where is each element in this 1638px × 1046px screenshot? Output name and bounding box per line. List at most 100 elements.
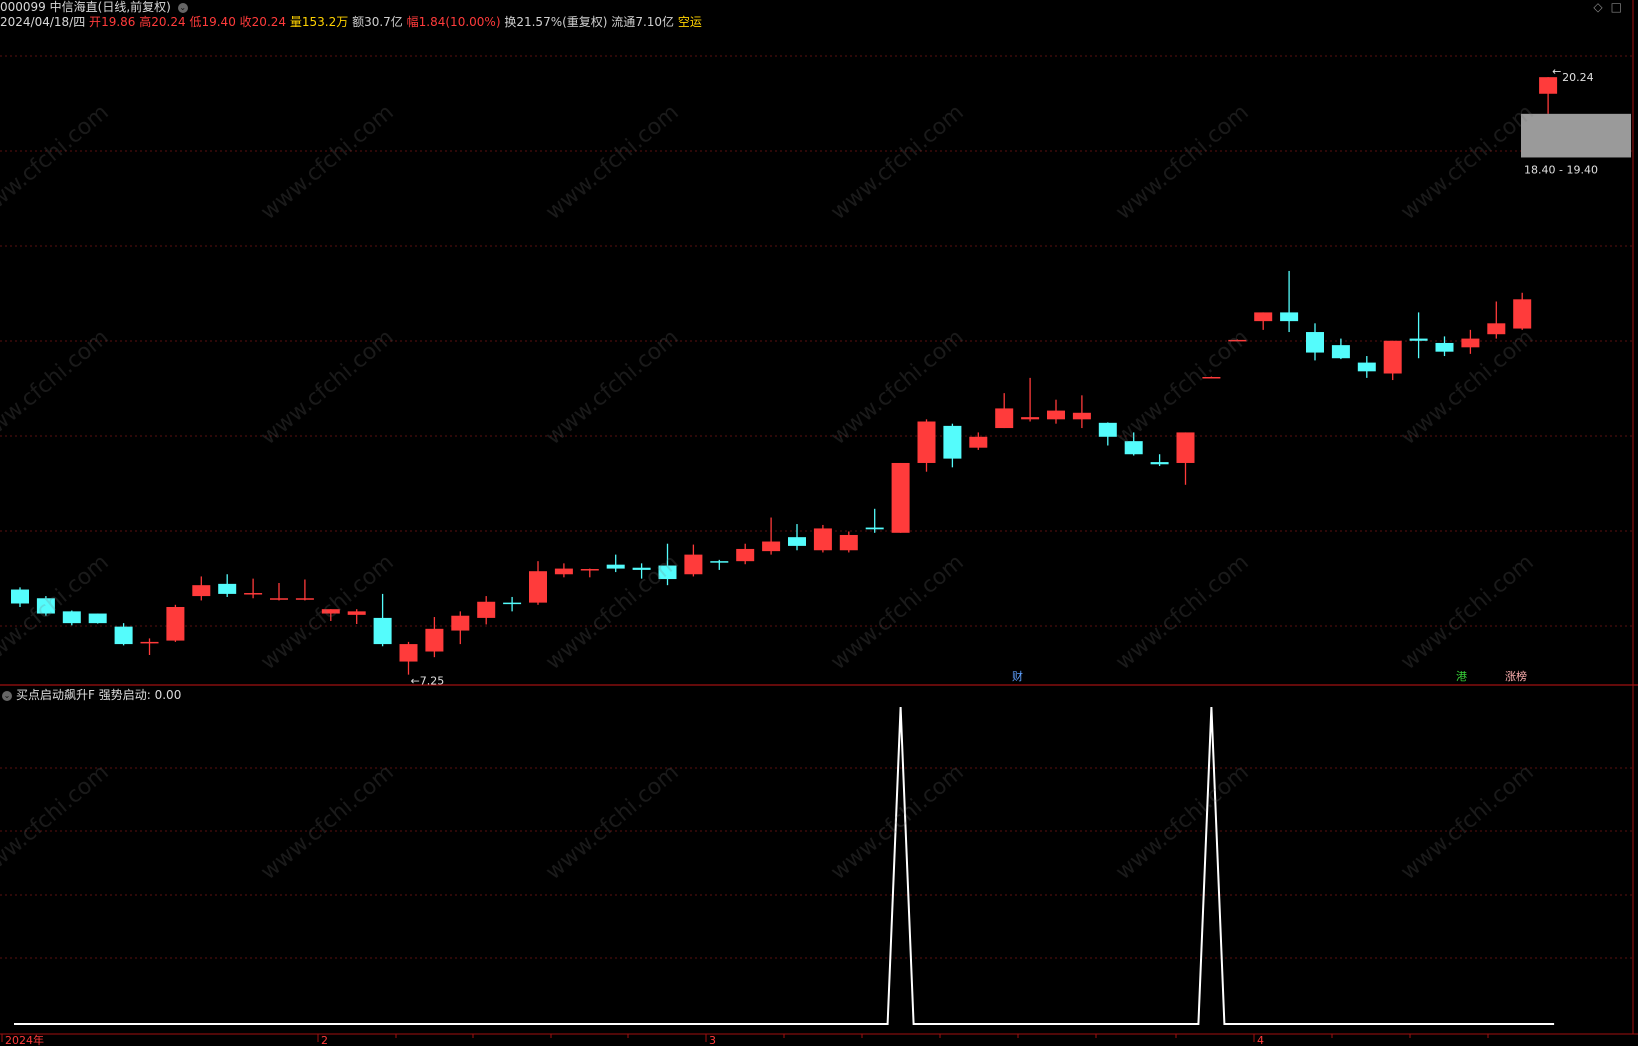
change-label: 幅 [406, 15, 419, 29]
candle-body [114, 626, 133, 645]
candle-body [762, 541, 781, 552]
candle-body [1513, 299, 1532, 329]
diamond-icon[interactable]: ◇ [1593, 0, 1611, 14]
volume-value: 153.2万 [301, 15, 349, 29]
quote-header: 000099 中信海直(日线,前复权) ⌄ 2024/04/18/四 开19.8… [0, 0, 1638, 29]
hk-marker: 港 [1456, 670, 1467, 683]
sub-indicator-title: ⌄ 买点启动飙升F 强势启动: 0.00 [2, 687, 181, 703]
candle-body [425, 628, 444, 652]
candle-body [736, 548, 755, 562]
candle-body [891, 462, 910, 533]
candle-body [166, 606, 185, 641]
candle-body [1435, 342, 1454, 352]
candle-body [1409, 338, 1428, 341]
high-value: 20.24 [151, 15, 186, 29]
candle-body [1021, 417, 1040, 420]
candle-body [88, 613, 107, 624]
candle-body [995, 408, 1014, 429]
candle-body [788, 537, 806, 546]
candle-body [399, 644, 418, 662]
open-label: 开 [89, 15, 102, 29]
candle-body [710, 561, 729, 563]
candle-body [1383, 340, 1402, 374]
close-value: 20.24 [251, 15, 287, 29]
chart-mode[interactable]: (日线,前复权) [97, 0, 171, 14]
stock-name[interactable]: 中信海直 [49, 0, 98, 14]
candle-body [477, 601, 496, 618]
candle-body [554, 568, 573, 575]
candle-body [192, 585, 211, 597]
finance-marker: 财 [1012, 669, 1023, 683]
candle-body [580, 569, 599, 571]
candle-body [36, 598, 55, 614]
low-mark-label: ←7.25 [411, 675, 445, 688]
candle-body [1539, 77, 1558, 94]
candle-body [1306, 332, 1324, 353]
time-label: 4 [1257, 1034, 1264, 1046]
candle-body [1331, 345, 1350, 359]
strong-start-line [14, 706, 1555, 1025]
indicator-value: 0.00 [154, 688, 182, 702]
float-value: 7.10亿 [635, 15, 675, 29]
low-value: 19.40 [201, 15, 236, 29]
stock-code[interactable]: 000099 [0, 0, 46, 14]
amount-value: 30.7亿 [364, 15, 403, 29]
candle-body [1072, 412, 1091, 420]
candle-body [1487, 323, 1506, 335]
candle-body [1357, 362, 1376, 372]
restore-icon[interactable]: □ [1610, 0, 1630, 14]
chevron-down-icon[interactable]: ⌄ [177, 2, 188, 13]
candle-body [62, 611, 81, 624]
volume-label: 量 [289, 15, 302, 29]
candle-body [606, 564, 625, 569]
low-label: 低 [189, 15, 202, 29]
time-label: 3 [709, 1034, 716, 1046]
candle-body [218, 583, 237, 594]
title-row: 000099 中信海直(日线,前复权) ⌄ [0, 0, 188, 14]
candle-body [1461, 338, 1480, 348]
candle-body [1254, 312, 1273, 322]
candle-body [658, 565, 677, 580]
candle-body [813, 528, 832, 551]
candle-body [373, 617, 392, 645]
range-box-label: 18.40 - 19.40 [1524, 163, 1598, 176]
candle-body [917, 421, 936, 463]
top-list-marker-bg [1504, 669, 1530, 682]
time-label: 2024年 [5, 1033, 44, 1046]
candle-body [321, 609, 340, 614]
indicator-name[interactable]: 买点启动飙升F [16, 688, 95, 702]
candle-body [270, 598, 288, 600]
candle-body [1228, 339, 1247, 342]
window-controls: ◇□ [1593, 0, 1630, 14]
candle-body [503, 602, 522, 605]
candle-body [11, 589, 29, 604]
chevron-down-icon[interactable]: ⌄ [2, 690, 12, 701]
candle-body [451, 615, 470, 631]
candle-body [1124, 441, 1143, 455]
amount-label: 额 [352, 15, 365, 29]
candle-body [1176, 432, 1195, 463]
finance-marker-bg [1011, 669, 1025, 682]
candle-body [140, 641, 159, 644]
candle-body [839, 534, 858, 551]
high-mark-label: 20.24 [1562, 71, 1594, 84]
high-mark-arrow: ← [1552, 65, 1561, 78]
range-box [1521, 113, 1631, 158]
candle-body [347, 611, 366, 615]
quote-row: 2024/04/18/四 开19.86 高20.24 低19.40 收20.24… [0, 13, 702, 31]
candle-body [1280, 312, 1299, 322]
candle-body [969, 436, 988, 448]
candle-body [865, 527, 884, 530]
high-label: 高 [139, 15, 152, 29]
turnover-value: 21.57%(重复权) [516, 15, 608, 29]
hk-marker-bg [1455, 669, 1469, 682]
candle-body [684, 554, 703, 575]
quote-date: 2024/04/18/四 [0, 15, 86, 29]
sector-link[interactable]: 空运 [677, 15, 702, 29]
turnover-label: 换 [504, 15, 517, 29]
candle-body [1202, 376, 1221, 379]
float-label: 流通 [611, 15, 636, 29]
candle-body [1150, 462, 1169, 465]
candle-body [244, 593, 263, 595]
